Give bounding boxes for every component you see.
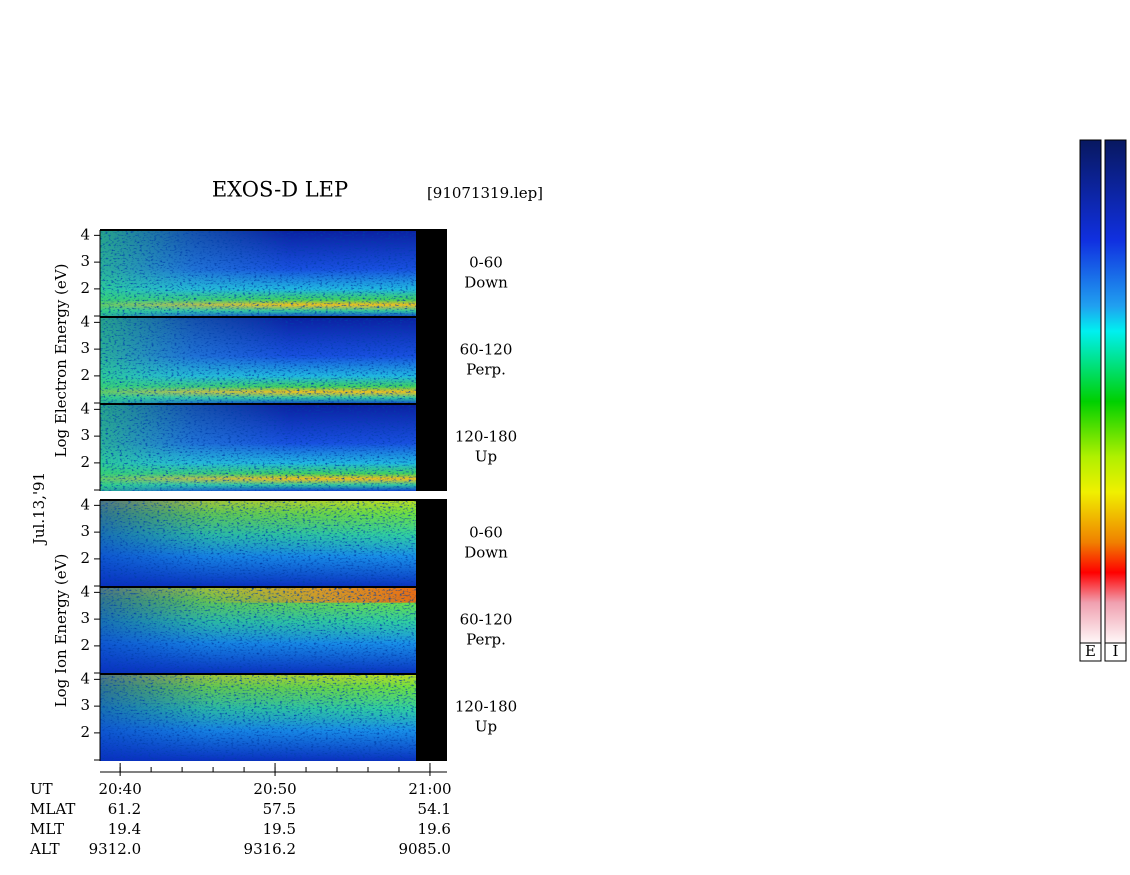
ephemeris-value: 9312.0: [89, 840, 142, 858]
y-tick-label: 2: [80, 723, 90, 741]
y-tick-label: 3: [80, 252, 90, 270]
y-tick-label: 3: [80, 522, 90, 540]
no-data: [416, 404, 447, 491]
no-data: [416, 230, 447, 317]
no-data: [416, 500, 447, 587]
ephemeris-name: ALT: [29, 840, 60, 858]
y-tick-label: 2: [80, 453, 90, 471]
ephemeris-value: 19.6: [418, 820, 451, 838]
y-tick-label: 4: [80, 399, 90, 417]
ephemeris-value: 54.1: [418, 800, 451, 818]
spectrogram-noise: [100, 587, 416, 674]
title: EXOS-D LEP: [212, 178, 348, 202]
spectrogram-noise: [100, 230, 416, 317]
no-data: [416, 317, 447, 404]
colorbar-label-box: [1104, 642, 1127, 662]
y-tick-label: 4: [80, 582, 90, 600]
ephemeris-value: 19.5: [263, 820, 296, 838]
spectrogram-noise: [100, 674, 416, 761]
y-tick-label: 4: [80, 225, 90, 243]
pitch-angle: 120-180: [455, 428, 517, 446]
spectrogram-noise: [100, 404, 416, 491]
file-name: [91071319.lep]: [427, 184, 543, 202]
ephemeris-name: MLT: [30, 820, 64, 838]
time-axis: 20:40 20:50 21:00 UT MLAT 61.2 57.5 54.1 MLT 19.4…: [29, 763, 452, 858]
pitch-angle: 0-60: [469, 524, 503, 542]
direction: Down: [464, 274, 508, 292]
y-tick-label: 2: [80, 366, 90, 384]
ephemeris-name: MLAT: [30, 800, 75, 818]
spectrograms: Log Electron Energy (eV) 2 3 4 0-60 Down 2 3 4 60…: [52, 225, 517, 761]
y-tick-label: 3: [80, 696, 90, 714]
ephemeris-value: 9085.0: [398, 840, 451, 858]
group-label: Log Electron Energy (eV): [52, 264, 70, 458]
x-tick-label: 20:40: [99, 780, 142, 798]
pitch-angle: 60-120: [460, 341, 513, 359]
ephemeris-value: 19.4: [108, 820, 141, 838]
y-tick-label: 2: [80, 279, 90, 297]
colorbar-label-box: [1079, 642, 1102, 662]
ephemeris-name: UT: [30, 780, 53, 798]
direction: Up: [475, 448, 497, 466]
spectrogram-noise: [100, 500, 416, 587]
colorbar: [1079, 139, 1102, 644]
spectrogram-noise: [100, 317, 416, 404]
ephemeris-value: 57.5: [263, 800, 296, 818]
no-data: [416, 674, 447, 761]
y-tick-label: 2: [80, 549, 90, 567]
ephemeris-value: 9316.2: [244, 840, 297, 858]
pitch-angle: 120-180: [455, 698, 517, 716]
date-label: Jul.13,'91: [30, 472, 48, 546]
colorbar: [1104, 139, 1127, 644]
y-tick-label: 3: [80, 426, 90, 444]
y-tick-label: 3: [80, 609, 90, 627]
colorbar-label: I: [1113, 642, 1119, 660]
y-tick-label: 4: [80, 669, 90, 687]
pitch-angle: 0-60: [469, 254, 503, 272]
y-tick-label: 2: [80, 636, 90, 654]
y-tick-label: 4: [80, 495, 90, 513]
direction: Up: [475, 718, 497, 736]
direction: Down: [464, 544, 508, 562]
direction: Perp.: [466, 361, 506, 379]
group-label: Log Ion Energy (eV): [52, 554, 70, 708]
no-data: [416, 587, 447, 674]
y-tick-label: 4: [80, 312, 90, 330]
pitch-angle: 60-120: [460, 611, 513, 629]
colorbar-label: E: [1085, 642, 1096, 660]
x-tick-label: 21:00: [408, 780, 451, 798]
x-tick-label: 20:50: [253, 780, 296, 798]
ephemeris-value: 61.2: [108, 800, 141, 818]
direction: Perp.: [466, 631, 506, 649]
y-tick-label: 3: [80, 339, 90, 357]
